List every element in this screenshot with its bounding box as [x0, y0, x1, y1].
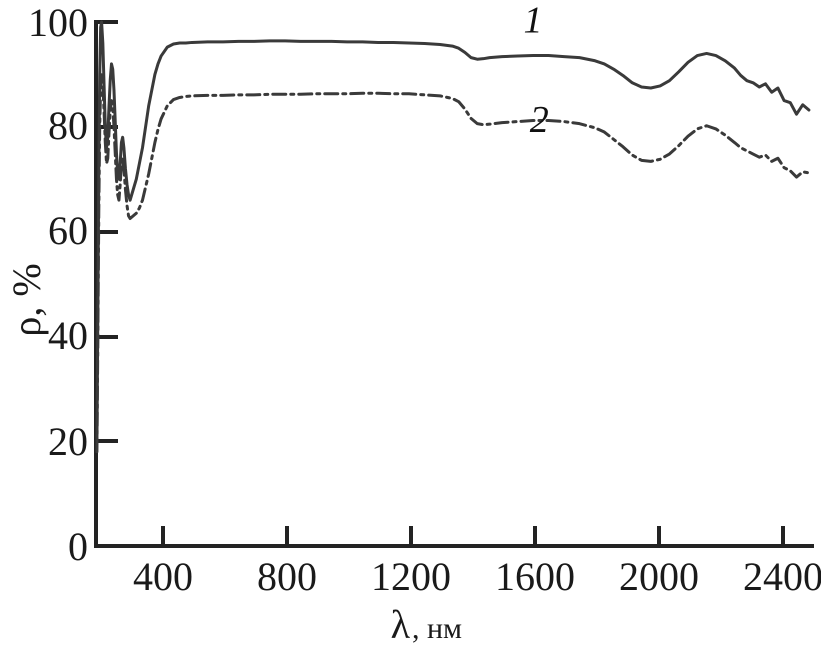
- y-tick-label-80: 80: [48, 103, 88, 148]
- y-tick-labels: 100 80 60 40 20 0: [28, 0, 88, 569]
- curve-2-annotation: 2: [530, 99, 549, 141]
- y-axis-title-text: ρ, %: [4, 263, 49, 336]
- x-tick-label-2400: 2400: [743, 554, 821, 599]
- x-tick-label-2000: 2000: [619, 554, 699, 599]
- curve-1-annotation: 1: [524, 0, 543, 42]
- x-tick-labels: 400 800 1200 1600 2000 2400: [133, 554, 821, 599]
- x-axis-title-unit: , нм: [412, 612, 462, 645]
- x-tick-marks: [161, 526, 785, 546]
- data-curve-1: [95, 20, 811, 443]
- data-curve-2: [95, 72, 811, 454]
- y-tick-label-40: 40: [48, 313, 88, 358]
- axis-frame: [94, 20, 814, 548]
- y-tick-label-100: 100: [28, 0, 88, 45]
- x-axis-title-symbol: λ: [391, 602, 411, 647]
- y-tick-label-20: 20: [48, 419, 88, 464]
- x-tick-label-1600: 1600: [495, 554, 575, 599]
- y-tick-label-0: 0: [68, 524, 88, 569]
- y-axis-title: ρ, %: [4, 263, 49, 336]
- x-tick-label-400: 400: [133, 554, 193, 599]
- x-axis-title: λ , нм: [391, 602, 462, 647]
- x-tick-label-800: 800: [257, 554, 317, 599]
- y-tick-label-60: 60: [48, 208, 88, 253]
- x-tick-label-1200: 1200: [371, 554, 451, 599]
